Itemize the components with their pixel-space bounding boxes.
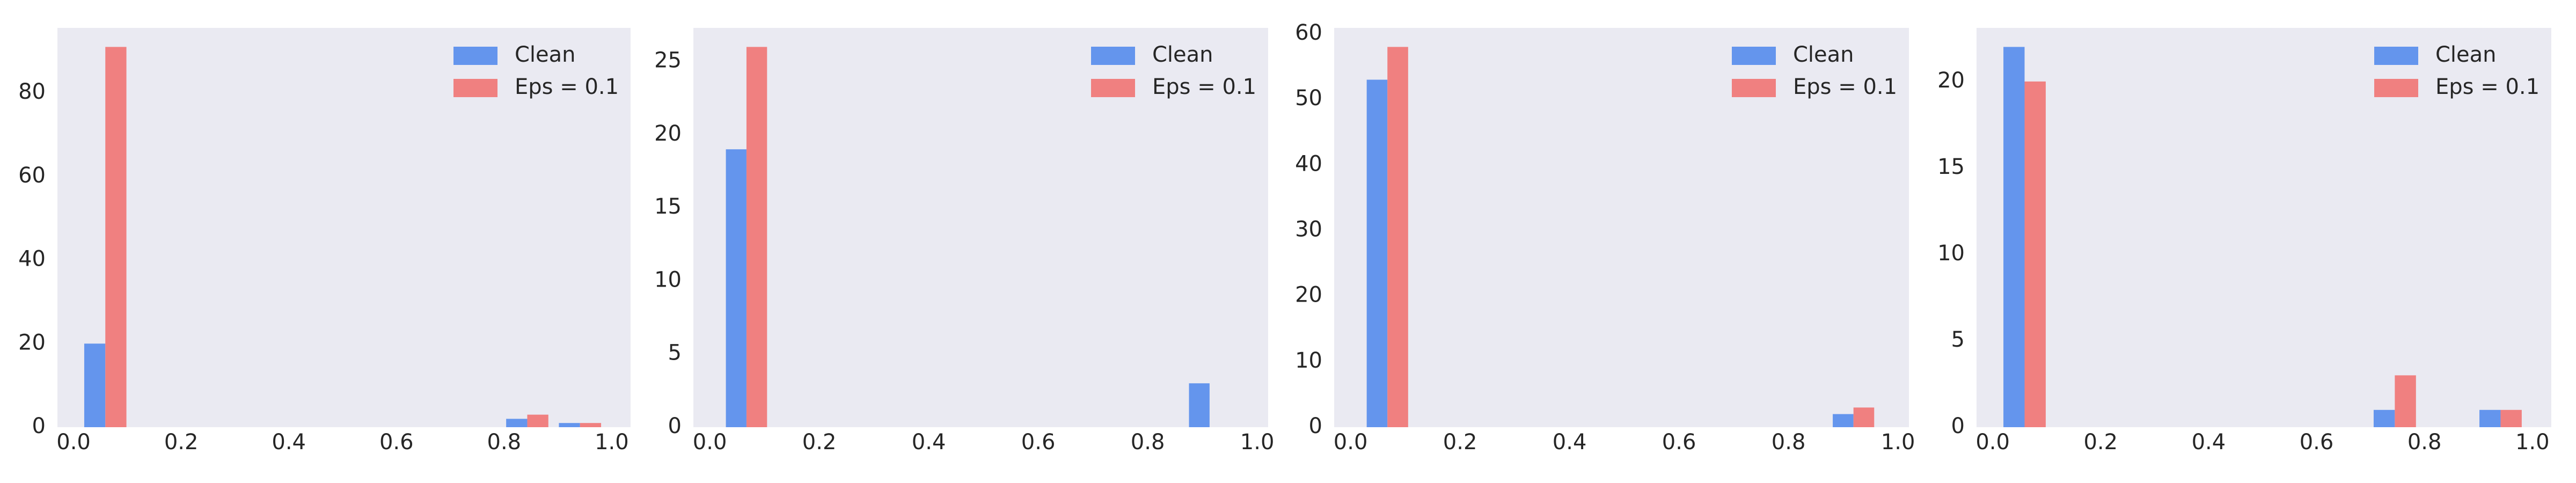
x-tick-label: 1.0 [1240, 430, 1275, 455]
y-tick-label: 25 [654, 48, 682, 73]
y-tick-label: 20 [654, 121, 682, 146]
x-tick-label: 0.2 [164, 430, 199, 455]
legend-swatch [453, 47, 497, 65]
y-tick-label: 30 [1295, 217, 1322, 241]
x-tick-label: 1.0 [2515, 430, 2550, 455]
bar [746, 47, 767, 427]
x-tick-label: 0.0 [1975, 430, 2010, 455]
y-tick-label: 0 [668, 414, 682, 438]
legend-label: Eps = 0.1 [515, 75, 619, 99]
y-tick-label: 20 [1295, 283, 1322, 308]
legend-label: Clean [515, 42, 576, 67]
legend-label: Eps = 0.1 [1793, 75, 1897, 99]
plot-area [57, 28, 631, 427]
x-tick-label: 0.8 [2407, 430, 2442, 455]
y-tick-label: 60 [18, 163, 46, 188]
y-tick-label: 0 [32, 414, 46, 438]
x-tick-label: 0.4 [912, 430, 946, 455]
bar [580, 423, 602, 427]
y-tick-label: 50 [1295, 86, 1322, 111]
y-tick-label: 80 [18, 79, 46, 104]
bar [2373, 409, 2395, 427]
y-tick-label: 20 [1937, 68, 1965, 93]
bar [506, 419, 528, 427]
legend-label: Clean [1152, 42, 1213, 67]
bar [1853, 407, 1875, 427]
x-tick-label: 0.0 [693, 430, 727, 455]
y-tick-label: 5 [668, 341, 682, 365]
legend-swatch [1091, 79, 1135, 97]
y-tick-label: 20 [18, 330, 46, 355]
x-tick-label: 0.6 [1662, 430, 1696, 455]
legend-swatch [2374, 47, 2418, 65]
x-tick-label: 0.2 [1443, 430, 1477, 455]
bar [105, 47, 127, 427]
x-tick-label: 1.0 [1881, 430, 1915, 455]
x-tick-label: 0.2 [2083, 430, 2118, 455]
x-tick-label: 0.2 [802, 430, 837, 455]
x-tick-label: 0.6 [1021, 430, 1056, 455]
y-tick-label: 40 [18, 247, 46, 272]
bar [84, 343, 106, 427]
x-tick-label: 0.4 [272, 430, 306, 455]
legend-swatch [453, 79, 497, 97]
y-tick-label: 15 [654, 194, 682, 219]
legend-swatch [1732, 79, 1776, 97]
bar [2395, 375, 2416, 427]
bar [2479, 409, 2501, 427]
legend-label: Eps = 0.1 [2435, 75, 2540, 99]
bar [527, 414, 548, 427]
legend-label: Eps = 0.1 [1152, 75, 1256, 99]
y-tick-label: 10 [654, 267, 682, 292]
bar [559, 423, 580, 427]
x-tick-label: 0.4 [2192, 430, 2226, 455]
y-tick-label: 10 [1937, 241, 1965, 266]
legend-label: Clean [2435, 42, 2497, 67]
y-tick-label: 15 [1937, 155, 1965, 179]
x-tick-label: 0.6 [379, 430, 414, 455]
plot-area [693, 28, 1268, 427]
x-tick-label: 0.0 [56, 430, 91, 455]
x-tick-label: 0.6 [2300, 430, 2334, 455]
y-tick-label: 60 [1295, 20, 1322, 45]
y-tick-label: 10 [1295, 348, 1322, 373]
bar [2500, 409, 2522, 427]
x-tick-label: 0.8 [487, 430, 522, 455]
legend-label: Clean [1793, 42, 1854, 67]
bar [1366, 79, 1388, 427]
legend-swatch [1091, 47, 1135, 65]
legend-swatch [1732, 47, 1776, 65]
bar [2024, 81, 2046, 427]
y-tick-label: 0 [1951, 414, 1965, 438]
x-tick-label: 0.4 [1553, 430, 1587, 455]
bar [726, 149, 747, 427]
y-tick-label: 40 [1295, 151, 1322, 176]
y-tick-label: 0 [1309, 414, 1322, 438]
bar [1189, 383, 1210, 427]
bar [2003, 47, 2025, 427]
x-tick-label: 0.0 [1334, 430, 1368, 455]
legend-swatch [2374, 79, 2418, 97]
x-tick-label: 1.0 [595, 430, 629, 455]
x-tick-label: 0.8 [1131, 430, 1165, 455]
y-tick-label: 5 [1951, 327, 1965, 352]
bar [1833, 414, 1854, 427]
plot-area [1334, 28, 1909, 427]
plot-area [1977, 28, 2551, 427]
x-tick-label: 0.8 [1772, 430, 1806, 455]
bar [1387, 47, 1408, 427]
